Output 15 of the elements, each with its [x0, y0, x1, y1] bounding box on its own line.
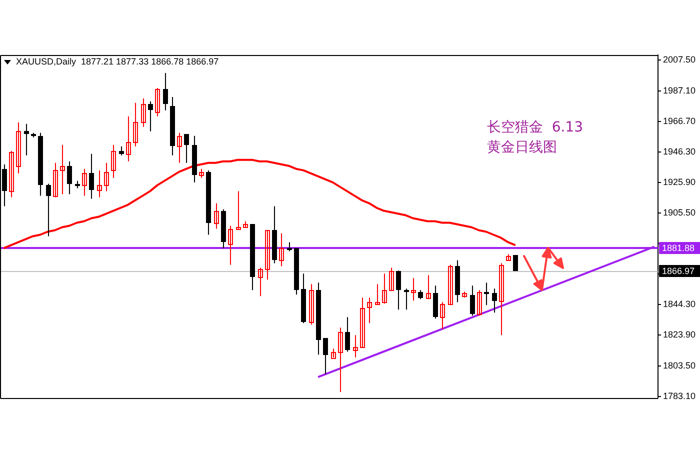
y-tick-label: 1905.50 [663, 208, 696, 218]
y-tick-label: 1844.30 [663, 299, 696, 310]
y-tick-label: 1946.30 [663, 146, 696, 156]
annotation: 黄金日线图 [487, 140, 557, 156]
ref-line-label: 1881.88 [662, 242, 695, 253]
y-tick-label: 1823.90 [663, 330, 696, 340]
y-tick-label: 1925.90 [663, 176, 696, 187]
y-tick-label: 1987.10 [663, 85, 696, 96]
annotation: 长空猎金 6.13 [487, 120, 584, 136]
y-tick-label: 1966.70 [663, 116, 696, 126]
y-tick-label: 1803.50 [663, 360, 696, 370]
ref-line-label: 1866.97 [662, 266, 695, 276]
chart-title: XAUUSD,Daily 1877.21 1877.33 1866.78 1866.97 [16, 56, 219, 66]
y-tick-label: 1783.10 [663, 390, 696, 401]
y-tick-label: 2007.50 [663, 54, 696, 65]
